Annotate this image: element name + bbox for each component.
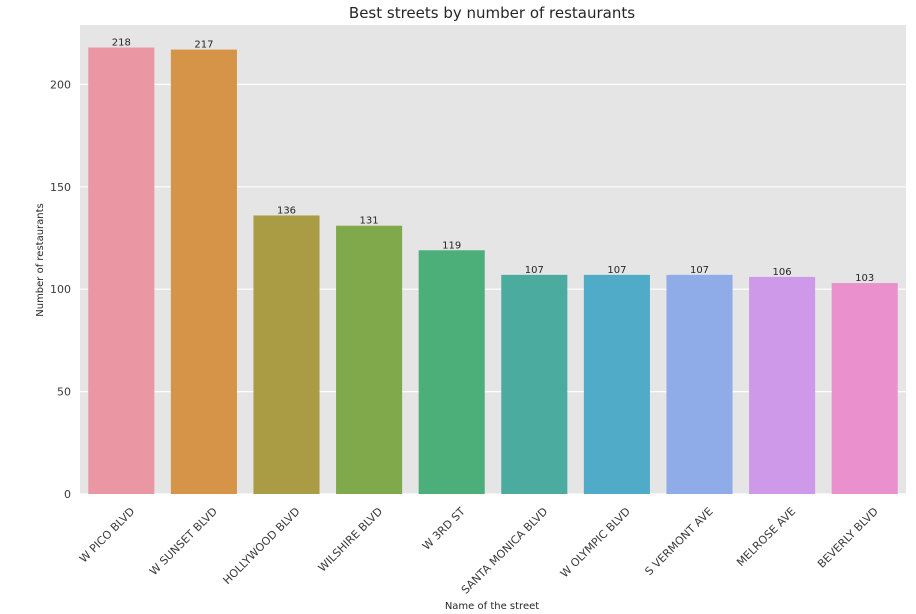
bar [501, 274, 568, 494]
x-tick-label: W OLYMPIC BLVD [558, 505, 633, 580]
data-label: 131 [360, 216, 379, 227]
data-label: 103 [855, 273, 874, 284]
x-tick-label: W SUNSET BLVD [147, 505, 220, 578]
bar [749, 276, 816, 494]
bar [831, 283, 898, 494]
x-tick-label: W PICO BLVD [77, 505, 138, 566]
y-tick-label: 50 [57, 386, 71, 399]
data-label: 136 [277, 205, 296, 216]
data-label: 218 [112, 38, 131, 49]
bar [336, 225, 403, 494]
data-labels: 218 217 136 131 119 107 107 107 106 103 [112, 38, 874, 285]
x-tick-label: HOLLYWOOD BLVD [221, 505, 303, 587]
y-tick-label: 0 [64, 488, 71, 501]
data-label: 107 [690, 265, 709, 276]
x-tick-label: SANTA MONICA BLVD [459, 505, 551, 597]
y-axis-label: Number of restaurants [35, 203, 46, 317]
y-tick-labels: 0 50 100 150 200 [50, 78, 71, 501]
x-tick-labels: W PICO BLVD W SUNSET BLVD HOLLYWOOD BLVD WI… [77, 505, 881, 597]
x-tick-label: MELROSE AVE [734, 505, 798, 569]
bar [666, 274, 733, 494]
data-label: 107 [607, 265, 626, 276]
y-tick-label: 150 [50, 181, 71, 194]
data-label: 119 [442, 240, 461, 251]
y-tick-label: 100 [50, 283, 71, 296]
data-label: 107 [525, 265, 544, 276]
x-axis-label: Name of the street [445, 601, 539, 612]
bar [88, 47, 155, 495]
x-tick-label: BEVERLY BLVD [815, 505, 881, 571]
chart-title: Best streets by number of restaurants [349, 4, 635, 22]
bar [170, 49, 237, 495]
x-tick-label: WILSHIRE BLVD [316, 505, 386, 575]
bars [88, 47, 898, 495]
x-tick-label: W 3RD ST [420, 505, 468, 553]
y-tick-label: 200 [50, 78, 71, 91]
bar [418, 250, 485, 494]
x-tick-label: S VERMONT AVE [642, 505, 715, 578]
bar [583, 274, 650, 494]
bar [253, 215, 320, 494]
data-label: 106 [773, 267, 792, 278]
data-label: 217 [194, 40, 213, 51]
